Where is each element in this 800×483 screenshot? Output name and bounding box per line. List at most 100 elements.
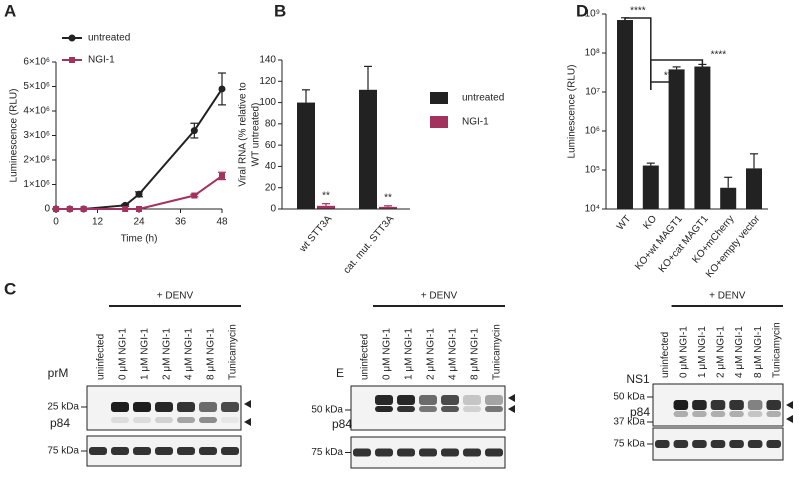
band [655,440,670,448]
lane-label: 0 μM NGI-1 [382,328,393,380]
band [710,411,726,417]
y-tick-label: 0 [270,204,276,215]
point [66,206,73,212]
band [155,402,173,412]
significance-bracket [650,59,704,95]
legend-marker [68,34,76,42]
y-tick-label: 4×10⁶ [23,106,50,117]
y-axis-label: Luminescence (RLU) [567,65,578,159]
marker-label: 50 kDa [311,405,343,416]
marker-label: 75 kDa [311,447,343,458]
band [747,411,763,417]
band [177,402,195,412]
x-tick-label: cat. mut. STT3A [341,213,396,276]
y-tick-label: 140 [259,55,276,66]
legend-label: untreated [88,33,130,44]
loading-protein: p84 [50,416,70,430]
x-tick-label: 24 [133,217,145,228]
band-arrow [244,400,251,408]
band [692,400,707,410]
y-tick-label: 6×10⁶ [23,57,50,68]
band [177,447,195,455]
lane-label: 8 μM NGI-1 [206,328,217,380]
significance-bracket [624,17,652,90]
marker-label: 75 kDa [47,446,79,457]
lane-label: 0 μM NGI-1 [118,328,129,380]
panel-letter: B [274,1,286,20]
blot-protein: E [336,366,344,380]
band [221,402,239,412]
bar [694,66,711,209]
lane-label: 8 μM NGI-1 [470,328,481,380]
band [375,448,393,457]
blot-protein: prM [48,366,69,380]
band [463,448,481,457]
lane-label: Tunicamycin [228,324,239,380]
blot-protein: NS1 [626,372,650,386]
y-tick-label: 100 [259,97,276,108]
band [111,402,129,412]
point [122,206,129,212]
point [53,206,59,212]
annotation: **** [711,50,727,61]
panel-letter: A [4,1,16,20]
x-tick-label: wt STT3A [297,213,334,255]
band [133,447,151,455]
legend-label: NGI-1 [88,55,115,66]
band [441,448,459,457]
lane-label: Tunicamycin [492,324,503,380]
y-tick-label: 10⁹ [585,9,600,20]
band [111,417,129,423]
y-tick-label: 60 [265,140,277,151]
annotation: ** [384,192,392,203]
x-tick-label: 48 [216,217,228,228]
band [375,395,393,405]
lane-label: uninfected [660,332,671,378]
band [375,406,393,412]
band [441,406,459,412]
band [199,402,217,412]
lane-label: uninfected [96,334,107,380]
bar [720,187,737,209]
band-arrow [508,405,515,413]
band-arrow [508,394,515,402]
legend-swatch [430,92,448,104]
marker-label: 37 kDa [613,417,645,428]
lane-label: 8 μM NGI-1 [753,326,764,378]
panel-letter: C [4,279,16,298]
y-axis-label: WT untreated) [251,103,262,167]
y-tick-label: 5×10⁶ [23,81,50,92]
lane-label: 0 μM NGI-1 [678,326,689,378]
band [155,447,173,455]
band [729,440,744,448]
annotation: **** [630,6,646,17]
annotation: ** [322,190,330,201]
band [353,448,371,457]
y-tick-label: 20 [265,182,277,193]
treatment-label: + DENV [157,291,194,302]
legend-label: NGI-1 [462,117,489,128]
band [441,395,459,405]
band [692,411,707,417]
band [133,402,151,412]
bar [297,102,315,209]
band [673,440,689,448]
x-tick-label: KO [641,213,659,231]
panel-letter: D [576,1,588,20]
bar [379,206,397,209]
lane-label: uninfected [360,334,371,380]
band [747,440,763,448]
x-tick-label: 36 [175,217,187,228]
band-arrow [786,401,793,409]
x-axis-label: Time (h) [121,234,158,245]
lane-label: 1 μM NGI-1 [404,328,415,380]
point [218,85,226,93]
bar [617,20,633,210]
y-tick-label: 2×10⁶ [23,155,50,166]
band [729,400,744,410]
treatment-label: + DENV [709,291,746,302]
y-tick-label: 120 [259,76,276,87]
significance-bracket [650,81,678,95]
band [485,395,503,405]
band [710,440,726,448]
